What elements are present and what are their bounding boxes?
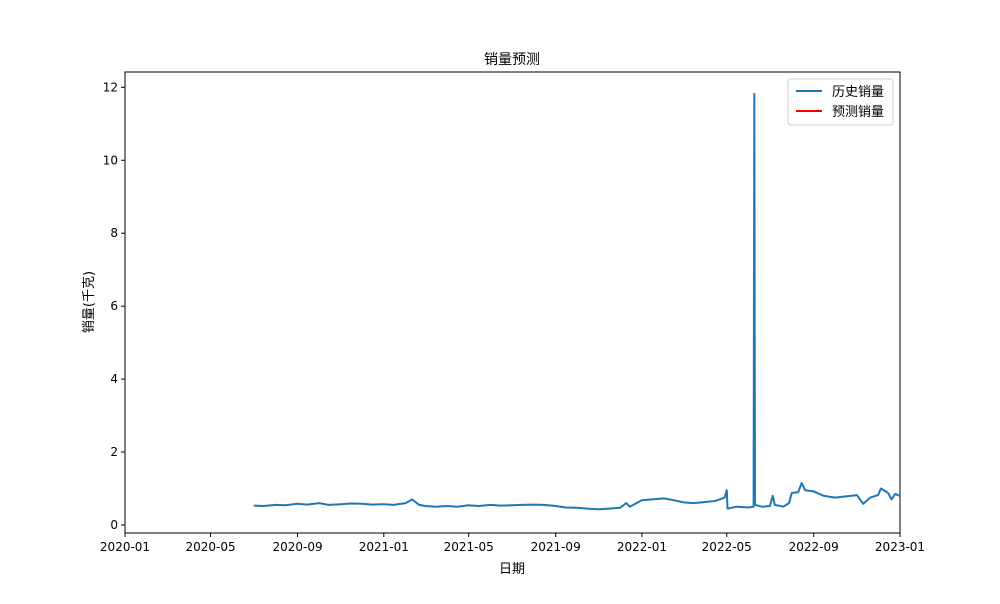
- x-tick-label: 2021-05: [444, 540, 494, 554]
- y-tick-label: 12: [103, 80, 118, 94]
- x-axis-ticks: 2020-01 2020-05 2020-09 2021-01 2021-05 2021-…: [100, 533, 925, 554]
- series-layer: [253, 92, 901, 511]
- y-axis-ticks: 0 2 4 6 8 10 12: [103, 80, 125, 532]
- x-axis-label: 日期: [499, 562, 525, 577]
- x-tick-label: 2022-01: [617, 540, 667, 554]
- x-tick-label: 2020-01: [100, 540, 150, 554]
- x-tick-label: 2021-09: [531, 540, 581, 554]
- chart-title: 销量预测: [484, 52, 540, 68]
- y-tick-label: 0: [110, 518, 118, 532]
- y-tick-label: 6: [110, 299, 118, 313]
- x-tick-label: 2022-05: [702, 540, 752, 554]
- x-tick-label: 2020-09: [272, 540, 322, 554]
- x-tick-label: 2022-09: [789, 540, 839, 554]
- legend-label-forecast: 预测销量: [832, 105, 884, 120]
- y-tick-label: 8: [110, 226, 118, 240]
- series-line-0: [253, 92, 901, 511]
- plot-area-frame: [124, 71, 901, 534]
- y-axis-label: 销量(千克): [82, 271, 97, 333]
- x-tick-label: 2021-01: [359, 540, 409, 554]
- y-tick-label: 2: [110, 445, 118, 459]
- x-tick-label: 2023-01: [875, 540, 925, 554]
- legend: 历史销量 预测销量: [787, 78, 894, 126]
- y-tick-label: 10: [103, 153, 118, 167]
- x-tick-label: 2020-05: [185, 540, 235, 554]
- y-tick-label: 4: [110, 372, 118, 386]
- legend-label-history: 历史销量: [832, 85, 884, 100]
